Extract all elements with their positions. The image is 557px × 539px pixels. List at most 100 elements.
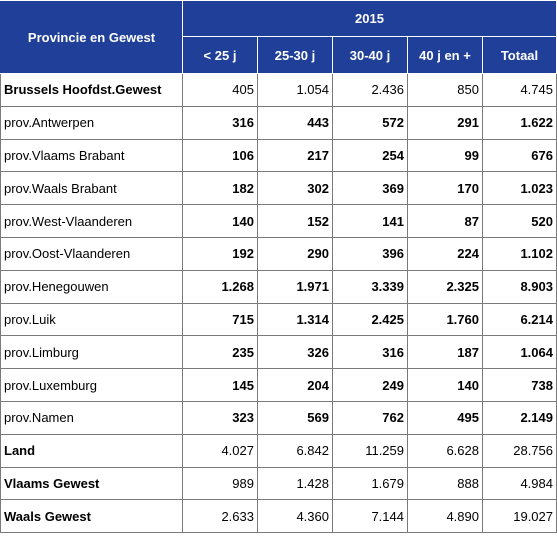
table-cell: 4.745: [482, 73, 557, 107]
table-cell: 2.149: [482, 400, 557, 435]
table-cell: 369: [332, 171, 408, 206]
row-label: prov.Luik: [0, 302, 183, 337]
table-cell: 8.903: [482, 269, 557, 304]
corner-header: Provincie en Gewest: [0, 0, 183, 74]
table-cell: 738: [482, 368, 557, 402]
table-cell: 192: [182, 236, 258, 271]
table-cell: 302: [257, 171, 333, 206]
table-header: Provincie en Gewest 2015 < 25 j 25-30 j …: [0, 0, 557, 74]
table-cell: 396: [332, 236, 408, 271]
table-cell: 28.756: [482, 433, 557, 468]
row-label: prov.Antwerpen: [0, 105, 183, 140]
table-cell: 182: [182, 171, 258, 206]
row-label: prov.Oost-Vlaanderen: [0, 236, 183, 271]
table-cell: 2.633: [182, 499, 258, 534]
table-row: prov.Limburg 235 326 316 187 1.064: [0, 335, 557, 370]
table-cell: 187: [407, 335, 483, 370]
row-label: prov.Waals Brabant: [0, 171, 183, 206]
table-cell: 2.425: [332, 302, 408, 337]
table-cell: 572: [332, 105, 408, 140]
table-cell: 4.890: [407, 499, 483, 534]
table-cell: 323: [182, 400, 258, 435]
table-cell: 1.622: [482, 105, 557, 140]
table-row: prov.Luik 715 1.314 2.425 1.760 6.214: [0, 302, 557, 337]
table-cell: 87: [407, 204, 483, 238]
table-cell: 1.760: [407, 302, 483, 337]
table-cell: 715: [182, 302, 258, 337]
table-cell: 1.314: [257, 302, 333, 337]
table-cell: 495: [407, 400, 483, 435]
row-label: Brussels Hoofdst.Gewest: [0, 73, 183, 107]
table-cell: 4.027: [182, 433, 258, 468]
table-row: prov.Namen 323 569 762 495 2.149: [0, 400, 557, 435]
table-cell: 316: [332, 335, 408, 370]
table-row: prov.Oost-Vlaanderen 192 290 396 224 1.102: [0, 236, 557, 271]
table-cell: 145: [182, 368, 258, 402]
table-cell: 1.971: [257, 269, 333, 304]
row-label: Land: [0, 433, 183, 468]
table-cell: 235: [182, 335, 258, 370]
table-cell: 326: [257, 335, 333, 370]
table-cell: 1.064: [482, 335, 557, 370]
column-header: Totaal: [482, 36, 557, 74]
table-row: Waals Gewest 2.633 4.360 7.144 4.890 19.027: [0, 499, 557, 534]
row-label: prov.Luxemburg: [0, 368, 183, 402]
table-row: prov.Henegouwen 1.268 1.971 3.339 2.325 8.903: [0, 269, 557, 304]
table-row: prov.West-Vlaanderen 140 152 141 87 520: [0, 204, 557, 238]
table-cell: 2.325: [407, 269, 483, 304]
column-header: 30-40 j: [332, 36, 408, 74]
column-header: < 25 j: [182, 36, 258, 74]
table-cell: 1.054: [257, 73, 333, 107]
table-row: prov.Antwerpen 316 443 572 291 1.622: [0, 105, 557, 140]
table-cell: 224: [407, 236, 483, 271]
row-label: Vlaams Gewest: [0, 466, 183, 501]
table-cell: 676: [482, 138, 557, 173]
table-cell: 850: [407, 73, 483, 107]
table-cell: 140: [182, 204, 258, 238]
column-header: 25-30 j: [257, 36, 333, 74]
row-label: prov.Limburg: [0, 335, 183, 370]
table-cell: 249: [332, 368, 408, 402]
table-cell: 141: [332, 204, 408, 238]
table-row: Land 4.027 6.842 11.259 6.628 28.756: [0, 433, 557, 468]
table-cell: 520: [482, 204, 557, 238]
table-cell: 1.679: [332, 466, 408, 501]
table-cell: 99: [407, 138, 483, 173]
table-cell: 4.360: [257, 499, 333, 534]
table-cell: 443: [257, 105, 333, 140]
table-cell: 1.023: [482, 171, 557, 206]
table-cell: 2.436: [332, 73, 408, 107]
table-row: prov.Luxemburg 145 204 249 140 738: [0, 368, 557, 402]
row-label: prov.Henegouwen: [0, 269, 183, 304]
table-cell: 3.339: [332, 269, 408, 304]
table-cell: 19.027: [482, 499, 557, 534]
table-cell: 170: [407, 171, 483, 206]
table-cell: 1.428: [257, 466, 333, 501]
table-cell: 888: [407, 466, 483, 501]
table-cell: 7.144: [332, 499, 408, 534]
table-cell: 152: [257, 204, 333, 238]
row-label: prov.Namen: [0, 400, 183, 435]
table-cell: 989: [182, 466, 258, 501]
year-header: 2015: [182, 0, 557, 37]
table-row: prov.Waals Brabant 182 302 369 170 1.023: [0, 171, 557, 206]
table-row: Brussels Hoofdst.Gewest 405 1.054 2.436 850 4…: [0, 73, 557, 107]
row-label: prov.West-Vlaanderen: [0, 204, 183, 238]
table-cell: 106: [182, 138, 258, 173]
table-cell: 204: [257, 368, 333, 402]
table-row: prov.Vlaams Brabant 106 217 254 99 676: [0, 138, 557, 173]
table-cell: 11.259: [332, 433, 408, 468]
table-cell: 254: [332, 138, 408, 173]
table-cell: 4.984: [482, 466, 557, 501]
column-header: 40 j en +: [407, 36, 483, 74]
table-row: Vlaams Gewest 989 1.428 1.679 888 4.984: [0, 466, 557, 501]
table-cell: 569: [257, 400, 333, 435]
table-cell: 316: [182, 105, 258, 140]
table-cell: 290: [257, 236, 333, 271]
table-cell: 6.842: [257, 433, 333, 468]
table-cell: 1.102: [482, 236, 557, 271]
table-cell: 140: [407, 368, 483, 402]
table-cell: 1.268: [182, 269, 258, 304]
table-cell: 291: [407, 105, 483, 140]
